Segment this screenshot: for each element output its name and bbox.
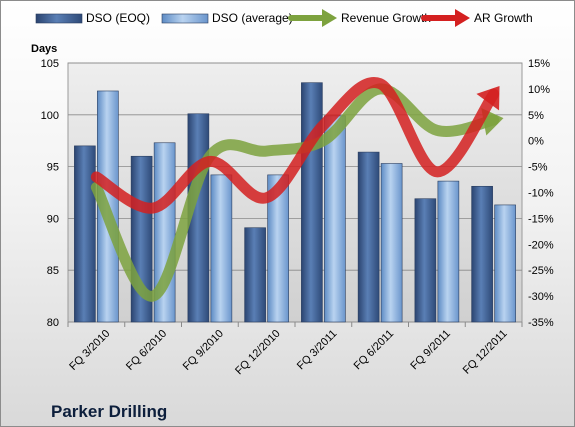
bar-dso-eoq- xyxy=(244,227,266,323)
y-axis-title: Days xyxy=(31,43,57,55)
legend-swatch xyxy=(35,13,83,24)
bar-dso-eoq- xyxy=(414,198,437,323)
x-tick-label: FQ 12/2011 xyxy=(461,328,510,377)
bar-dso-average- xyxy=(380,163,403,323)
bar-dso-average- xyxy=(210,174,233,323)
legend-item-revenue-growth: Revenue Growth xyxy=(288,9,431,27)
arrowhead-ar-growth xyxy=(476,86,500,111)
bar-dso-eoq- xyxy=(357,151,380,323)
legend-item-dso-eoq-: DSO (EOQ) xyxy=(35,11,150,25)
bar-dso-eoq- xyxy=(74,145,96,323)
y2-tick-label: -20% xyxy=(528,239,554,251)
y-tick-label: 80 xyxy=(47,317,59,329)
legend-swatch-arrow xyxy=(455,9,470,27)
y2-tick-label: 15% xyxy=(528,58,550,70)
legend-item-ar-growth: AR Growth xyxy=(421,9,533,27)
bar-dso-average- xyxy=(267,174,289,323)
x-tick-label: FQ 6/2010 xyxy=(124,328,169,373)
bar-dso-eoq- xyxy=(301,82,323,323)
y2-tick-label: -35% xyxy=(528,317,554,329)
legend-swatch xyxy=(161,13,209,24)
y-tick-label: 85 xyxy=(47,265,59,277)
y2-tick-label: -10% xyxy=(528,188,554,200)
y-tick-label: 100 xyxy=(41,110,59,122)
legend-label: DSO (EOQ) xyxy=(86,11,150,25)
bar-dso-eoq- xyxy=(471,185,493,323)
y2-tick-label: 5% xyxy=(528,110,544,122)
y-tick-label: 95 xyxy=(47,162,59,174)
y2-tick-label: -25% xyxy=(528,265,554,277)
line-ar-growth xyxy=(90,77,500,214)
legend-item-dso-average-: DSO (average) xyxy=(161,11,293,25)
legend-label: AR Growth xyxy=(474,11,533,25)
bar-dso-average- xyxy=(324,115,346,323)
x-tick-label: FQ 9/2011 xyxy=(408,328,453,373)
y2-tick-label: 0% xyxy=(528,136,544,148)
bar-dso-average- xyxy=(494,204,516,323)
y2-tick-label: -30% xyxy=(528,291,554,303)
x-tick-label: FQ 12/2010 xyxy=(233,328,283,378)
y-tick-label: 90 xyxy=(47,213,59,225)
legend-label: DSO (average) xyxy=(212,11,293,25)
y2-tick-label: 10% xyxy=(528,84,550,96)
y2-tick-label: -15% xyxy=(528,213,554,225)
x-tick-label: FQ 3/2010 xyxy=(67,328,112,373)
company-label: Parker Drilling xyxy=(51,402,167,421)
x-tick-label: FQ 3/2011 xyxy=(295,328,340,373)
x-tick-label: FQ 6/2011 xyxy=(352,328,397,373)
legend-swatch-arrow xyxy=(322,9,337,27)
legend-label: Revenue Growth xyxy=(341,11,431,25)
y2-tick-label: -5% xyxy=(528,162,548,174)
y-tick-label: 105 xyxy=(41,58,59,70)
x-tick-label: FQ 9/2010 xyxy=(181,328,226,373)
bar-dso-average- xyxy=(437,180,460,323)
